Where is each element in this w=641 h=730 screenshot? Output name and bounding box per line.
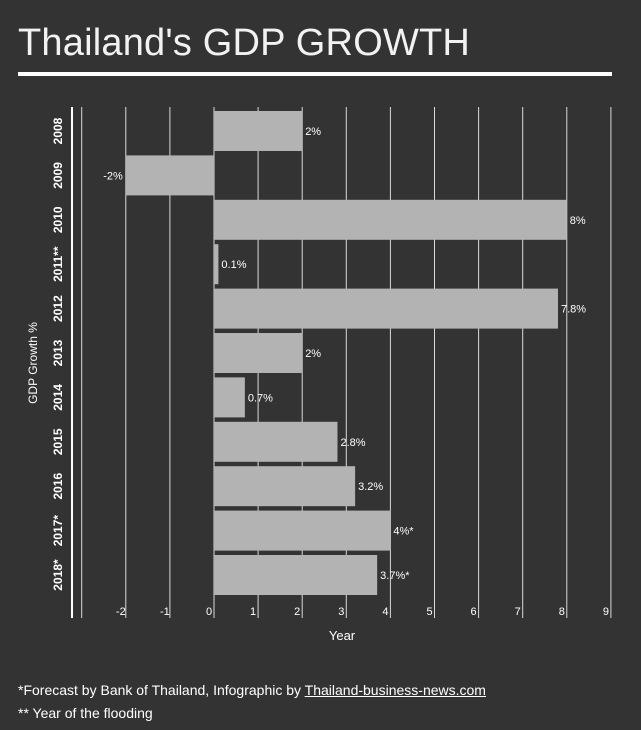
category-label: 2018* bbox=[51, 559, 65, 591]
data-label: 2% bbox=[305, 348, 321, 360]
x-tick-label: 8 bbox=[559, 606, 565, 618]
category-label: 2011** bbox=[51, 246, 65, 282]
category-label: 2014 bbox=[51, 384, 65, 411]
footnote-text: *Forecast by Bank of Thailand, Infograph… bbox=[18, 682, 305, 698]
category-label: 2010 bbox=[51, 206, 65, 233]
page-title: Thailand's GDP GROWTH bbox=[18, 22, 471, 64]
x-tick-label: 6 bbox=[471, 606, 477, 618]
x-tick-label: 3 bbox=[338, 606, 344, 618]
data-label: 0.7% bbox=[248, 392, 273, 404]
category-label: 2012 bbox=[51, 295, 65, 322]
data-label: 2% bbox=[305, 126, 321, 138]
category-label: 2009 bbox=[51, 162, 65, 189]
x-tick-label: -2 bbox=[116, 606, 126, 618]
bar bbox=[214, 377, 245, 418]
data-label: -2% bbox=[103, 170, 123, 182]
footnote-flooding: ** Year of the flooding bbox=[18, 705, 153, 721]
bar bbox=[214, 111, 303, 151]
x-tick-label: 4 bbox=[382, 606, 388, 618]
title-underline bbox=[18, 72, 612, 76]
data-label: 7.8% bbox=[561, 304, 586, 316]
bar bbox=[214, 244, 219, 285]
bar bbox=[214, 466, 356, 507]
x-tick-label: 9 bbox=[603, 606, 609, 618]
x-tick-label: 5 bbox=[426, 606, 432, 618]
x-axis-title: Year bbox=[329, 628, 356, 643]
x-tick-label: 7 bbox=[515, 606, 521, 618]
x-tick-label: 0 bbox=[206, 606, 212, 618]
data-label: 4%* bbox=[393, 526, 414, 538]
source-link[interactable]: Thailand-business-news.com bbox=[304, 682, 486, 698]
data-label: 3.2% bbox=[358, 481, 383, 493]
category-label: 2013 bbox=[51, 339, 65, 366]
bar bbox=[214, 510, 391, 551]
y-axis-title: GDP Growth % bbox=[26, 322, 40, 404]
category-label: 2016 bbox=[51, 473, 65, 500]
footnote-forecast: *Forecast by Bank of Thailand, Infograph… bbox=[18, 682, 486, 698]
data-label: 3.7%* bbox=[380, 570, 410, 582]
category-label: 2008 bbox=[51, 117, 65, 144]
data-label: 0.1% bbox=[221, 259, 246, 271]
bar bbox=[214, 333, 303, 373]
bar bbox=[214, 421, 338, 462]
data-label: 2.8% bbox=[340, 437, 365, 449]
x-tick-label: -1 bbox=[160, 606, 170, 618]
bar bbox=[214, 555, 378, 595]
data-label: 8% bbox=[570, 215, 586, 227]
category-label: 2015 bbox=[51, 428, 65, 455]
bar bbox=[214, 288, 558, 329]
x-tick-label: 2 bbox=[294, 606, 300, 618]
bar bbox=[214, 199, 567, 240]
category-label: 2017* bbox=[51, 515, 65, 547]
bar bbox=[125, 155, 214, 196]
x-tick-label: 1 bbox=[250, 606, 256, 618]
